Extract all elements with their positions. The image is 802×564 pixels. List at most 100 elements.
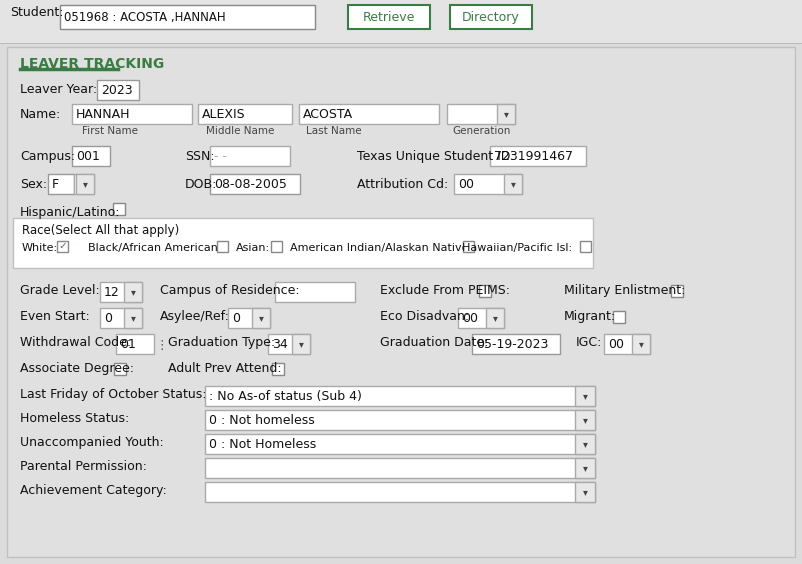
Text: Homeless Status:: Homeless Status: — [20, 412, 129, 425]
Text: 0 : Not homeless: 0 : Not homeless — [209, 414, 314, 427]
Bar — [205, 434, 595, 454]
Text: ✓: ✓ — [59, 241, 67, 252]
Text: Hispanic/Latino:: Hispanic/Latino: — [20, 206, 120, 219]
Text: ▾: ▾ — [504, 109, 508, 119]
Text: 00: 00 — [608, 338, 624, 351]
Text: Attribution Cd:: Attribution Cd: — [357, 178, 448, 191]
Bar — [272, 363, 284, 375]
Bar — [575, 410, 595, 430]
Text: Texas Unique Student ID:: Texas Unique Student ID: — [357, 150, 515, 163]
Text: ▾: ▾ — [131, 287, 136, 297]
Text: F: F — [52, 178, 59, 191]
Text: LEAVER TRACKING: LEAVER TRACKING — [20, 57, 164, 71]
Text: ALEXIS: ALEXIS — [202, 108, 245, 121]
Bar — [205, 482, 595, 502]
Text: ▾: ▾ — [83, 179, 87, 189]
Bar — [504, 174, 522, 194]
Text: ▾: ▾ — [582, 487, 587, 497]
Bar — [116, 334, 154, 354]
Bar — [575, 434, 595, 454]
Text: Black/African American:: Black/African American: — [88, 243, 221, 253]
Bar — [124, 308, 142, 328]
Bar — [604, 334, 650, 354]
Bar — [450, 5, 532, 29]
Text: Last Friday of October Status:: Last Friday of October Status: — [20, 388, 206, 401]
Text: : No As-of status (Sub 4): : No As-of status (Sub 4) — [209, 390, 362, 403]
Bar — [575, 482, 595, 502]
Text: Grade Level:: Grade Level: — [20, 284, 99, 297]
Text: Parental Permission:: Parental Permission: — [20, 460, 147, 473]
Text: 12: 12 — [104, 286, 119, 299]
Bar — [124, 282, 142, 302]
Text: Graduation Type:: Graduation Type: — [168, 336, 275, 349]
Bar — [205, 386, 595, 406]
Text: ▾: ▾ — [492, 313, 497, 323]
Bar — [472, 334, 560, 354]
Text: Asylee/Ref:: Asylee/Ref: — [160, 310, 230, 323]
Text: ▾: ▾ — [258, 313, 263, 323]
Bar — [268, 334, 310, 354]
Text: Exclude From PEIMS:: Exclude From PEIMS: — [380, 284, 510, 297]
Text: Eco Disadvan:: Eco Disadvan: — [380, 310, 469, 323]
Bar — [458, 308, 504, 328]
Bar — [100, 282, 142, 302]
Bar — [113, 203, 125, 215]
Bar — [447, 104, 515, 124]
Bar — [479, 285, 491, 297]
Text: ▾: ▾ — [582, 391, 587, 401]
Text: Unaccompanied Youth:: Unaccompanied Youth: — [20, 436, 164, 449]
Text: 08-08-2005: 08-08-2005 — [214, 178, 287, 191]
Text: Associate Degree:: Associate Degree: — [20, 362, 134, 375]
Bar — [671, 285, 683, 297]
Text: White:: White: — [22, 243, 58, 253]
Text: 0 : Not Homeless: 0 : Not Homeless — [209, 438, 316, 451]
Text: First Name: First Name — [82, 126, 138, 136]
Text: Race(Select All that apply): Race(Select All that apply) — [22, 224, 180, 237]
Text: 00: 00 — [458, 178, 474, 191]
Text: Retrieve: Retrieve — [363, 11, 415, 24]
Text: Hawaiian/Pacific Isl:: Hawaiian/Pacific Isl: — [462, 243, 572, 253]
Text: ▾: ▾ — [298, 339, 303, 349]
Text: Sex:: Sex: — [20, 178, 47, 191]
Bar — [100, 308, 142, 328]
Text: Migrant:: Migrant: — [564, 310, 616, 323]
Bar — [205, 458, 595, 478]
Text: SSN:: SSN: — [185, 150, 215, 163]
Text: Withdrawal Code:: Withdrawal Code: — [20, 336, 131, 349]
Text: 01: 01 — [120, 338, 136, 351]
Text: Generation: Generation — [452, 126, 510, 136]
Text: 0: 0 — [104, 312, 112, 325]
Text: Directory: Directory — [462, 11, 520, 24]
Bar — [210, 146, 290, 166]
Text: Name:: Name: — [20, 108, 61, 121]
Text: Military Enlistment:: Military Enlistment: — [564, 284, 686, 297]
Text: DOB:: DOB: — [185, 178, 217, 191]
Bar — [0, 0, 802, 44]
Bar — [292, 334, 310, 354]
Text: 34: 34 — [272, 338, 288, 351]
Bar — [454, 174, 522, 194]
Text: 7231991467: 7231991467 — [494, 150, 573, 163]
Bar — [575, 458, 595, 478]
Bar — [575, 386, 595, 406]
Text: IGC:: IGC: — [576, 336, 602, 349]
Bar — [497, 104, 515, 124]
Text: ▾: ▾ — [582, 439, 587, 449]
Bar — [72, 146, 110, 166]
Bar — [252, 308, 270, 328]
Text: ▾: ▾ — [131, 313, 136, 323]
Text: Even Start:: Even Start: — [20, 310, 90, 323]
Text: American Indian/Alaskan Native:: American Indian/Alaskan Native: — [290, 243, 472, 253]
Bar — [271, 241, 282, 252]
Text: 00: 00 — [462, 312, 478, 325]
Text: 051968 : ACOSTA ,HANNAH: 051968 : ACOSTA ,HANNAH — [64, 11, 225, 24]
Bar — [198, 104, 292, 124]
Bar — [490, 146, 586, 166]
Bar — [48, 174, 74, 194]
Bar — [72, 104, 192, 124]
Bar — [348, 5, 430, 29]
Bar — [97, 80, 139, 100]
Bar — [205, 410, 595, 430]
Text: Achievement Category:: Achievement Category: — [20, 484, 167, 497]
Bar — [228, 308, 270, 328]
